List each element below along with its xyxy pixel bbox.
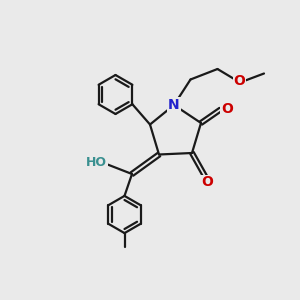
Text: N: N (168, 98, 180, 112)
Text: O: O (233, 74, 245, 88)
Text: HO: HO (86, 155, 107, 169)
Text: O: O (221, 102, 233, 116)
Text: O: O (201, 176, 213, 189)
